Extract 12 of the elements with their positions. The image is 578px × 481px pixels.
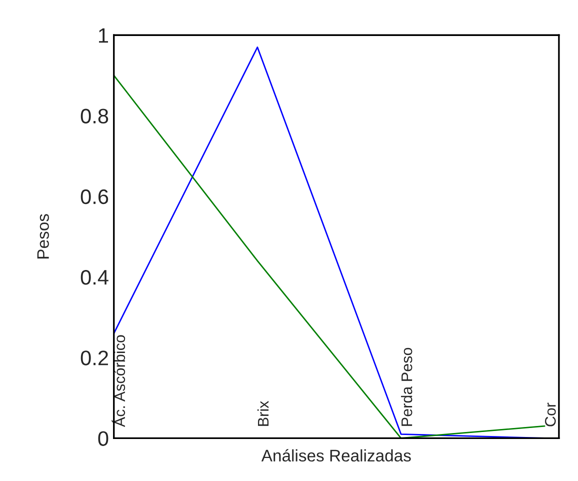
- y-tick-label: 0.6: [80, 189, 108, 204]
- y-tick-label: 0.8: [80, 108, 108, 124]
- y-tick-label: 0.4: [80, 270, 108, 285]
- x-tick-label: Cor: [544, 402, 556, 426]
- y-tick-label: 0: [98, 431, 108, 446]
- x-tick-label: Ác. Ascórbico: [112, 335, 126, 428]
- x-tick-label: Perda Peso: [401, 348, 412, 426]
- x-tick-label: Brix: [257, 400, 269, 426]
- y-tick-label: 0.2: [80, 350, 108, 366]
- y-tick-label: 1: [99, 28, 108, 43]
- y-axis-title: Pesos: [37, 214, 49, 258]
- x-axis-title: Análises Realizadas: [261, 449, 411, 462]
